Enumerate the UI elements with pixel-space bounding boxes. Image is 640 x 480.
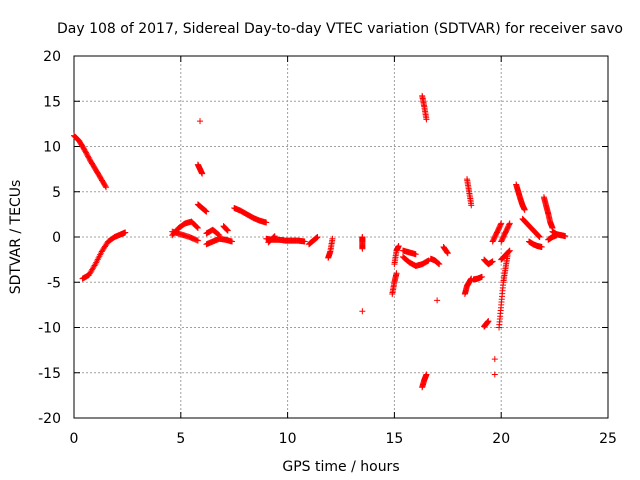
- data-point: [498, 220, 505, 227]
- data-point: [271, 233, 278, 240]
- data-points: [71, 92, 569, 391]
- data-point: [536, 234, 543, 240]
- data-point: [497, 221, 504, 228]
- data-point: [393, 270, 400, 277]
- data-point: [224, 227, 231, 234]
- x-tick-label: 5: [176, 431, 185, 447]
- y-tick-label: 5: [52, 185, 61, 201]
- x-tick-label: 10: [279, 431, 297, 447]
- data-point: [506, 221, 513, 228]
- data-point: [444, 250, 451, 257]
- data-point: [223, 226, 230, 233]
- data-point: [436, 261, 443, 268]
- data-point: [314, 234, 321, 240]
- y-tick-label: -5: [47, 275, 61, 291]
- data-point: [216, 232, 223, 239]
- tick-labels: 0 5 10 15 20 25 -20 -15 -10 -5 0 5 10 15 20: [38, 49, 617, 447]
- data-point: [412, 251, 419, 258]
- data-point: [485, 318, 492, 325]
- data-point: [538, 243, 545, 250]
- data-point: [491, 356, 498, 363]
- data-point: [506, 247, 513, 254]
- data-point: [301, 238, 308, 245]
- y-tick-label: -10: [38, 321, 61, 337]
- y-axis-label: SDTVAR / TECUs: [8, 180, 24, 295]
- data-point: [359, 234, 366, 240]
- data-point: [489, 258, 496, 265]
- data-point: [203, 208, 210, 215]
- data-point: [505, 248, 512, 255]
- x-axis-label: GPS time / hours: [282, 459, 399, 475]
- grid-lines: [74, 56, 608, 418]
- axis-ticks: [73, 55, 609, 419]
- data-point: [197, 118, 204, 125]
- data-point: [553, 232, 560, 239]
- data-point: [521, 206, 528, 213]
- data-point: [270, 233, 277, 240]
- data-point: [478, 273, 485, 280]
- data-point: [103, 184, 110, 191]
- data-point: [423, 116, 430, 123]
- data-point: [122, 229, 129, 236]
- y-tick-label: 15: [43, 94, 61, 110]
- x-tick-label: 0: [70, 431, 79, 447]
- data-point: [194, 237, 201, 244]
- chart-title: Day 108 of 2017, Sidereal Day-to-day VTE…: [57, 21, 623, 37]
- data-point: [359, 308, 366, 315]
- data-point: [224, 227, 231, 234]
- y-tick-label: 20: [43, 49, 61, 65]
- data-point: [506, 220, 513, 227]
- data-point: [506, 248, 513, 255]
- data-point: [562, 233, 569, 240]
- x-tick-label: 20: [492, 431, 510, 447]
- x-tick-label: 25: [599, 431, 617, 447]
- data-point: [194, 224, 201, 231]
- y-tick-label: 10: [43, 140, 61, 156]
- y-tick-label: -20: [38, 411, 61, 427]
- data-point: [215, 231, 222, 238]
- data-point: [229, 238, 236, 245]
- data-point: [263, 219, 270, 226]
- data-point: [102, 183, 109, 190]
- data-point: [468, 202, 475, 209]
- data-point: [329, 235, 336, 242]
- data-point: [199, 170, 206, 177]
- data-point: [434, 297, 441, 304]
- data-point: [395, 243, 402, 250]
- data-point: [536, 233, 543, 240]
- data-point: [423, 371, 430, 378]
- data-point: [491, 371, 498, 378]
- x-tick-label: 15: [385, 431, 403, 447]
- data-point: [444, 249, 451, 256]
- data-point: [194, 224, 201, 231]
- data-point: [535, 232, 542, 239]
- y-tick-label: -15: [38, 366, 61, 382]
- y-tick-label: 0: [52, 230, 61, 246]
